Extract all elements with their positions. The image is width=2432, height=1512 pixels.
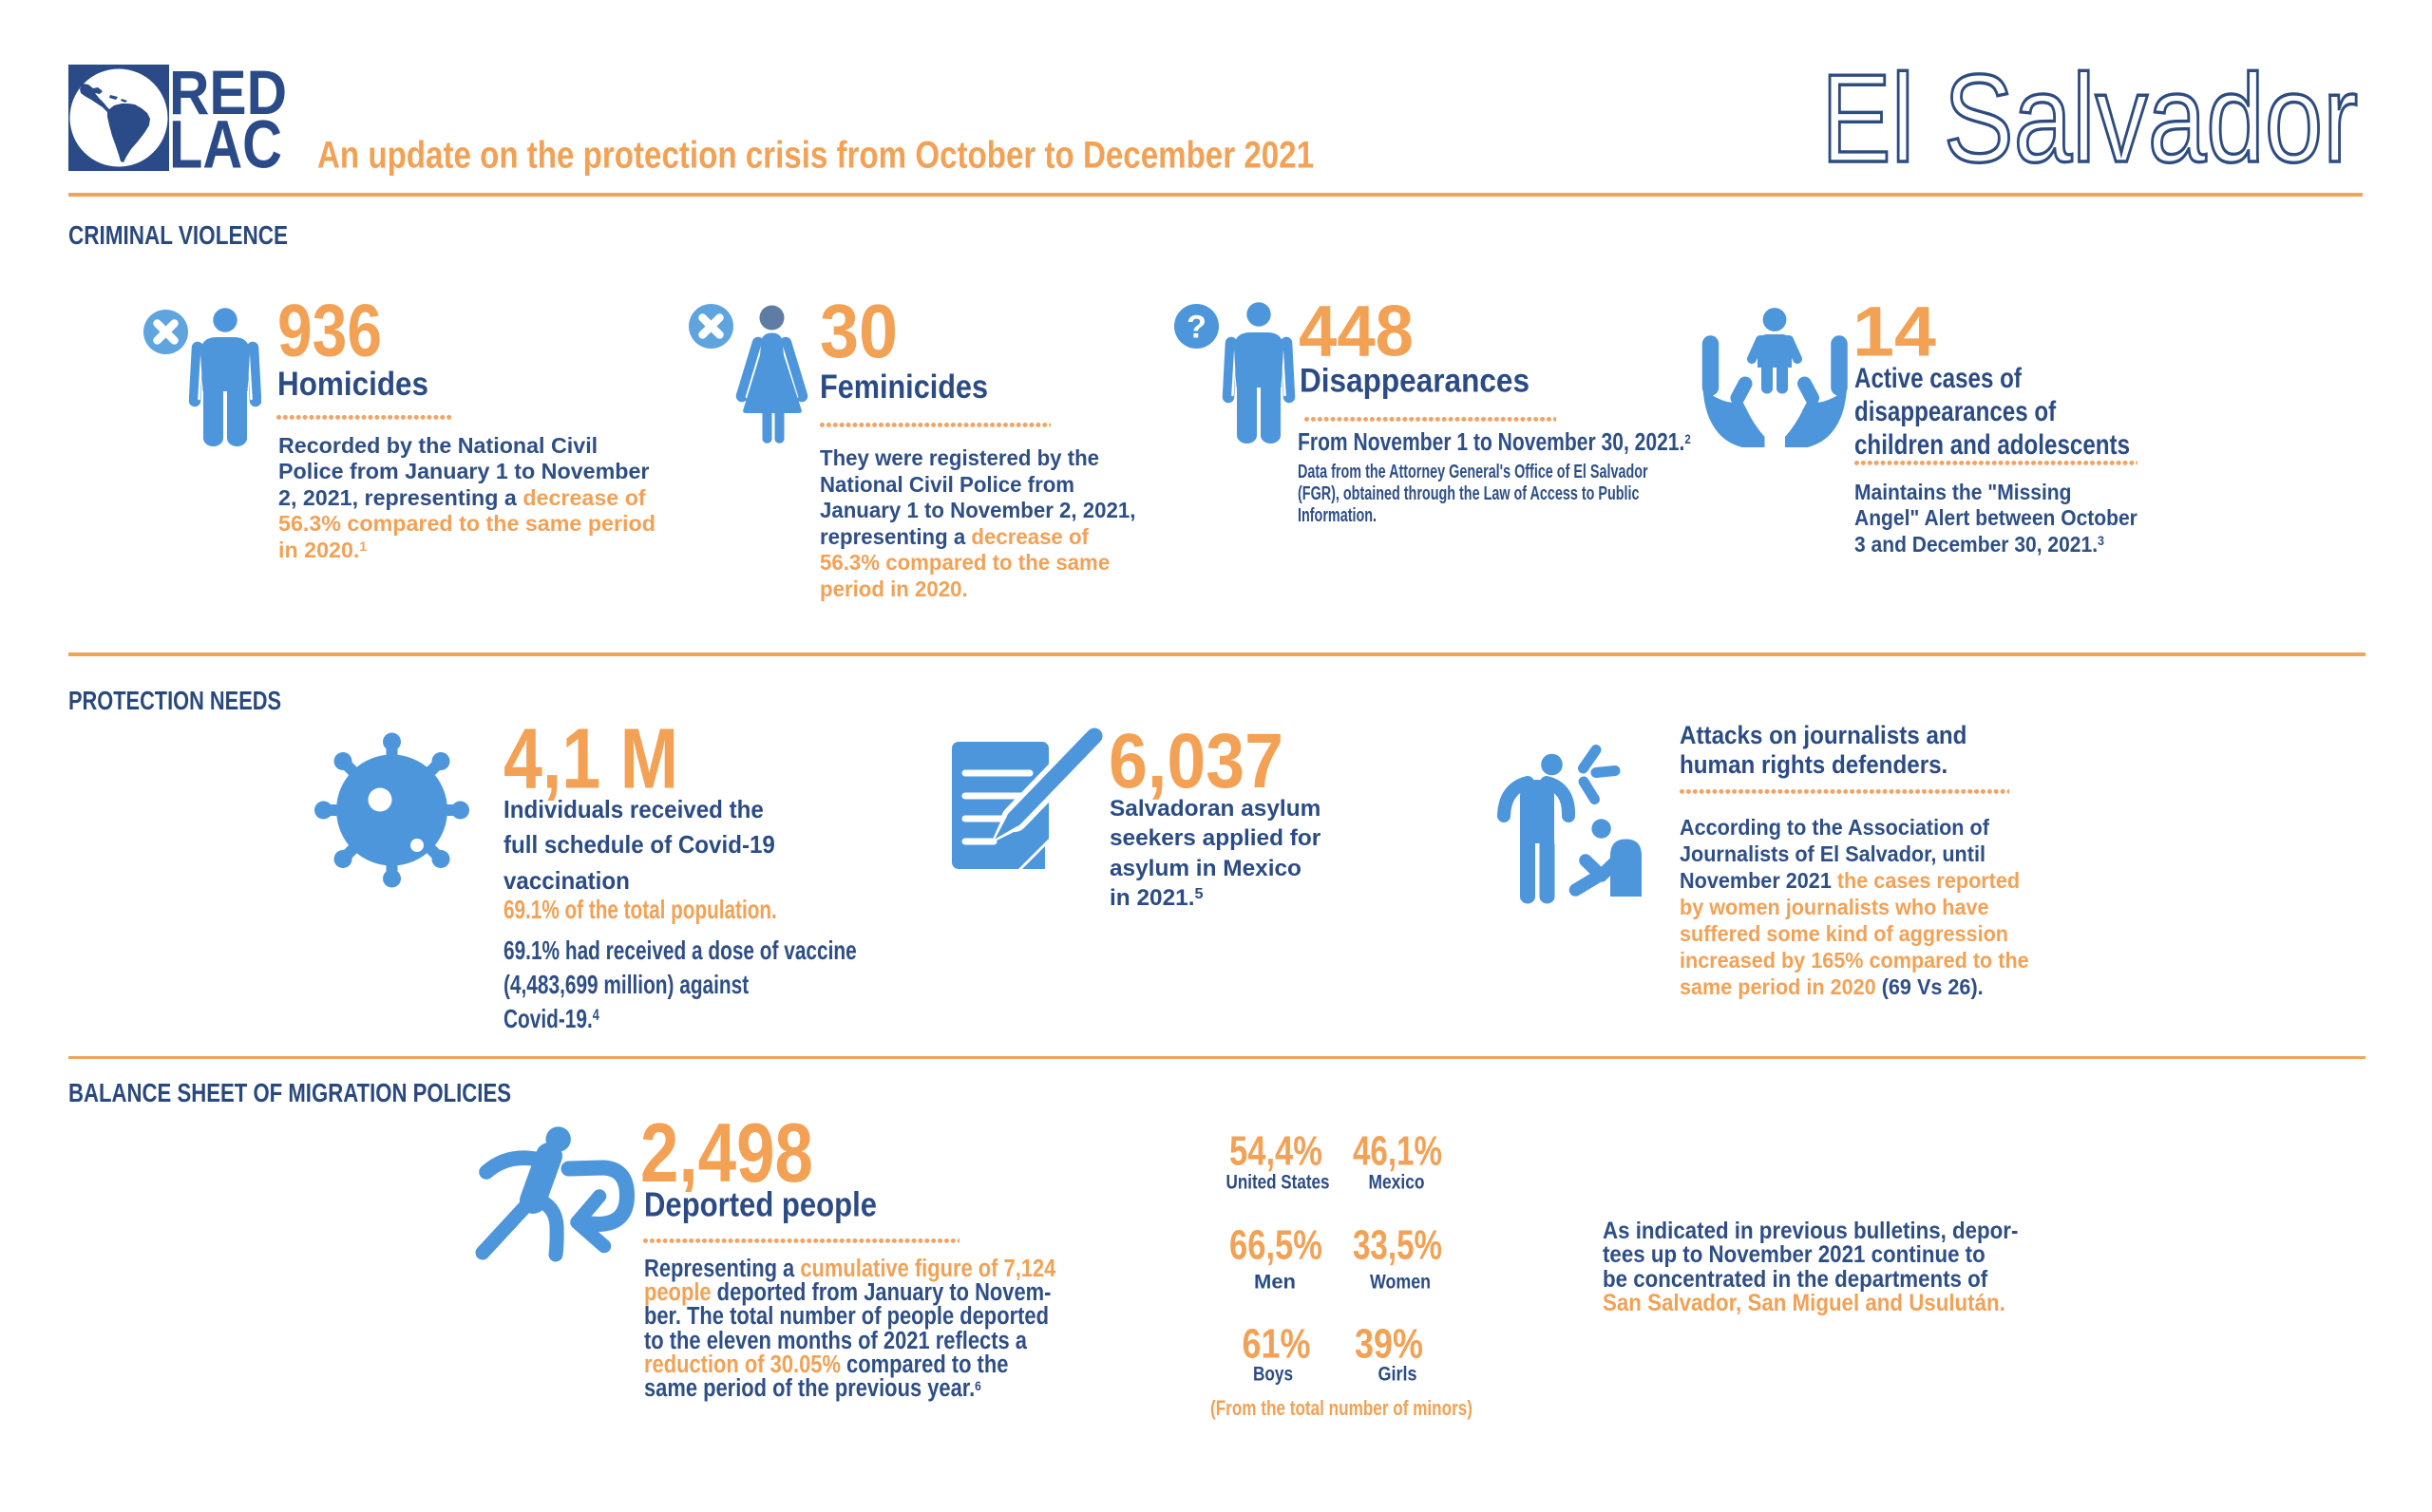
svg-text:Deported people: Deported people: [644, 1185, 877, 1223]
svg-text:448: 448: [1299, 292, 1414, 367]
svg-text:Mexico: Mexico: [1369, 1171, 1425, 1194]
svg-text:LAC: LAC: [169, 107, 282, 174]
svg-text:6,037: 6,037: [1109, 719, 1283, 800]
svg-text:54,4%: 54,4%: [1229, 1128, 1322, 1173]
svg-text:39%: 39%: [1355, 1321, 1423, 1367]
svg-text:Girls: Girls: [1378, 1363, 1417, 1386]
svg-text:33,5%: 33,5%: [1353, 1222, 1442, 1267]
svg-text:14: 14: [1852, 293, 1937, 367]
svg-text:46,1%: 46,1%: [1353, 1128, 1442, 1173]
svg-text:(From the total number of mino: (From the total number of minors): [1210, 1396, 1472, 1420]
svg-text:El Salvador: El Salvador: [1821, 48, 2358, 176]
svg-text:66,5%: 66,5%: [1229, 1222, 1322, 1267]
svg-text:2,498: 2,498: [640, 1106, 813, 1192]
svg-text:PROTECTION NEEDS: PROTECTION NEEDS: [68, 686, 281, 715]
svg-text:Feminicides: Feminicides: [820, 369, 988, 406]
svg-text:61%: 61%: [1243, 1321, 1311, 1367]
svg-text:Homicides: Homicides: [277, 366, 428, 403]
svg-text:Disappearances: Disappearances: [1300, 363, 1530, 400]
svg-text:BALANCE SHEET OF MIGRATION POL: BALANCE SHEET OF MIGRATION POLICIES: [68, 1078, 511, 1107]
svg-text:4,1 M: 4,1 M: [504, 720, 678, 801]
svg-text:United States: United States: [1226, 1171, 1330, 1194]
svg-text:936: 936: [277, 290, 382, 366]
svg-text:Men: Men: [1254, 1270, 1296, 1293]
svg-text:Boys: Boys: [1253, 1363, 1293, 1386]
svg-text:30: 30: [820, 290, 898, 366]
svg-text:?: ?: [1187, 310, 1206, 346]
svg-text:CRIMINAL VIOLENCE: CRIMINAL VIOLENCE: [68, 220, 288, 250]
svg-text:Women: Women: [1370, 1270, 1431, 1293]
svg-text:RED: RED: [169, 65, 287, 127]
svg-text:An update on the protection cr: An update on the protection crisis from …: [317, 135, 1314, 177]
